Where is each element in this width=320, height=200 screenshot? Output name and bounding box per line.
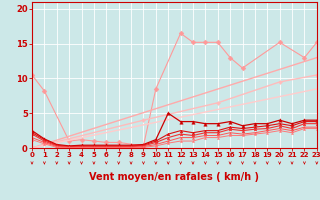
X-axis label: Vent moyen/en rafales ( km/h ): Vent moyen/en rafales ( km/h )	[89, 172, 260, 182]
